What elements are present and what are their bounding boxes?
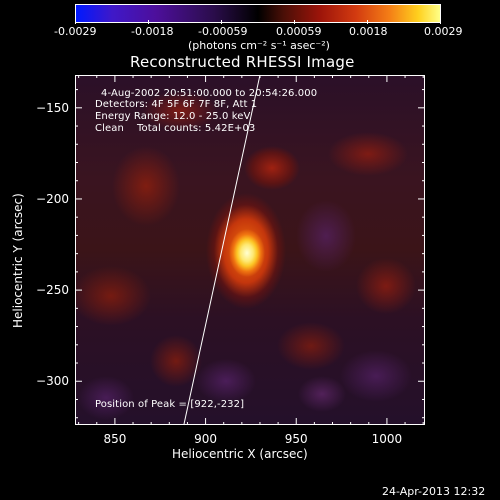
- colorbar-tick-label: -0.0029: [54, 25, 97, 38]
- footer-timestamp: 24-Apr-2013 12:32: [382, 485, 486, 498]
- colorbar-tick-label: 0.00059: [276, 25, 322, 38]
- x-tick-label: 950: [284, 432, 308, 446]
- colorbar-unit-label: (photons cm⁻² s⁻¹ asec⁻²): [188, 39, 330, 52]
- colorbar-tick-label: 0.0018: [349, 25, 388, 38]
- annotation-total-counts: Clean Total counts: 5.42E+03: [95, 123, 256, 134]
- heatmap-image: [75, 75, 425, 425]
- chart-title: Reconstructed RHESSI Image: [130, 53, 355, 71]
- x-axis-title: Heliocentric X (arcsec): [172, 447, 308, 461]
- x-tick-label: 900: [194, 432, 218, 446]
- annotation-energy-range: Energy Range: 12.0 - 25.0 keV: [95, 111, 251, 122]
- annotation-peak-position: Position of Peak = [922,-232]: [95, 399, 245, 410]
- x-tick-label: 1000: [371, 432, 403, 446]
- y-axis-title: Heliocentric Y (arcsec): [11, 193, 25, 328]
- solar-limb-line: [183, 74, 261, 426]
- colorbar-tick-label: 0.0029: [424, 25, 463, 38]
- annotation-detectors: Detectors: 4F 5F 6F 7F 8F, Att 1: [95, 99, 258, 110]
- colorbar-tick-label: -0.00059: [198, 25, 248, 38]
- y-tick-label: −200: [36, 191, 69, 206]
- annotation-time-range: 4-Aug-2002 20:51:00.000 to 20:54:26.000: [101, 88, 318, 99]
- colorbar-ticks: [75, 20, 441, 24]
- x-tick-label: 850: [103, 432, 127, 446]
- y-tick-label: −150: [36, 100, 69, 115]
- y-tick-label: −250: [36, 283, 69, 298]
- colorbar: [75, 4, 441, 23]
- y-tick-label: −300: [36, 374, 69, 389]
- colorbar-tick-label: -0.0018: [131, 25, 174, 38]
